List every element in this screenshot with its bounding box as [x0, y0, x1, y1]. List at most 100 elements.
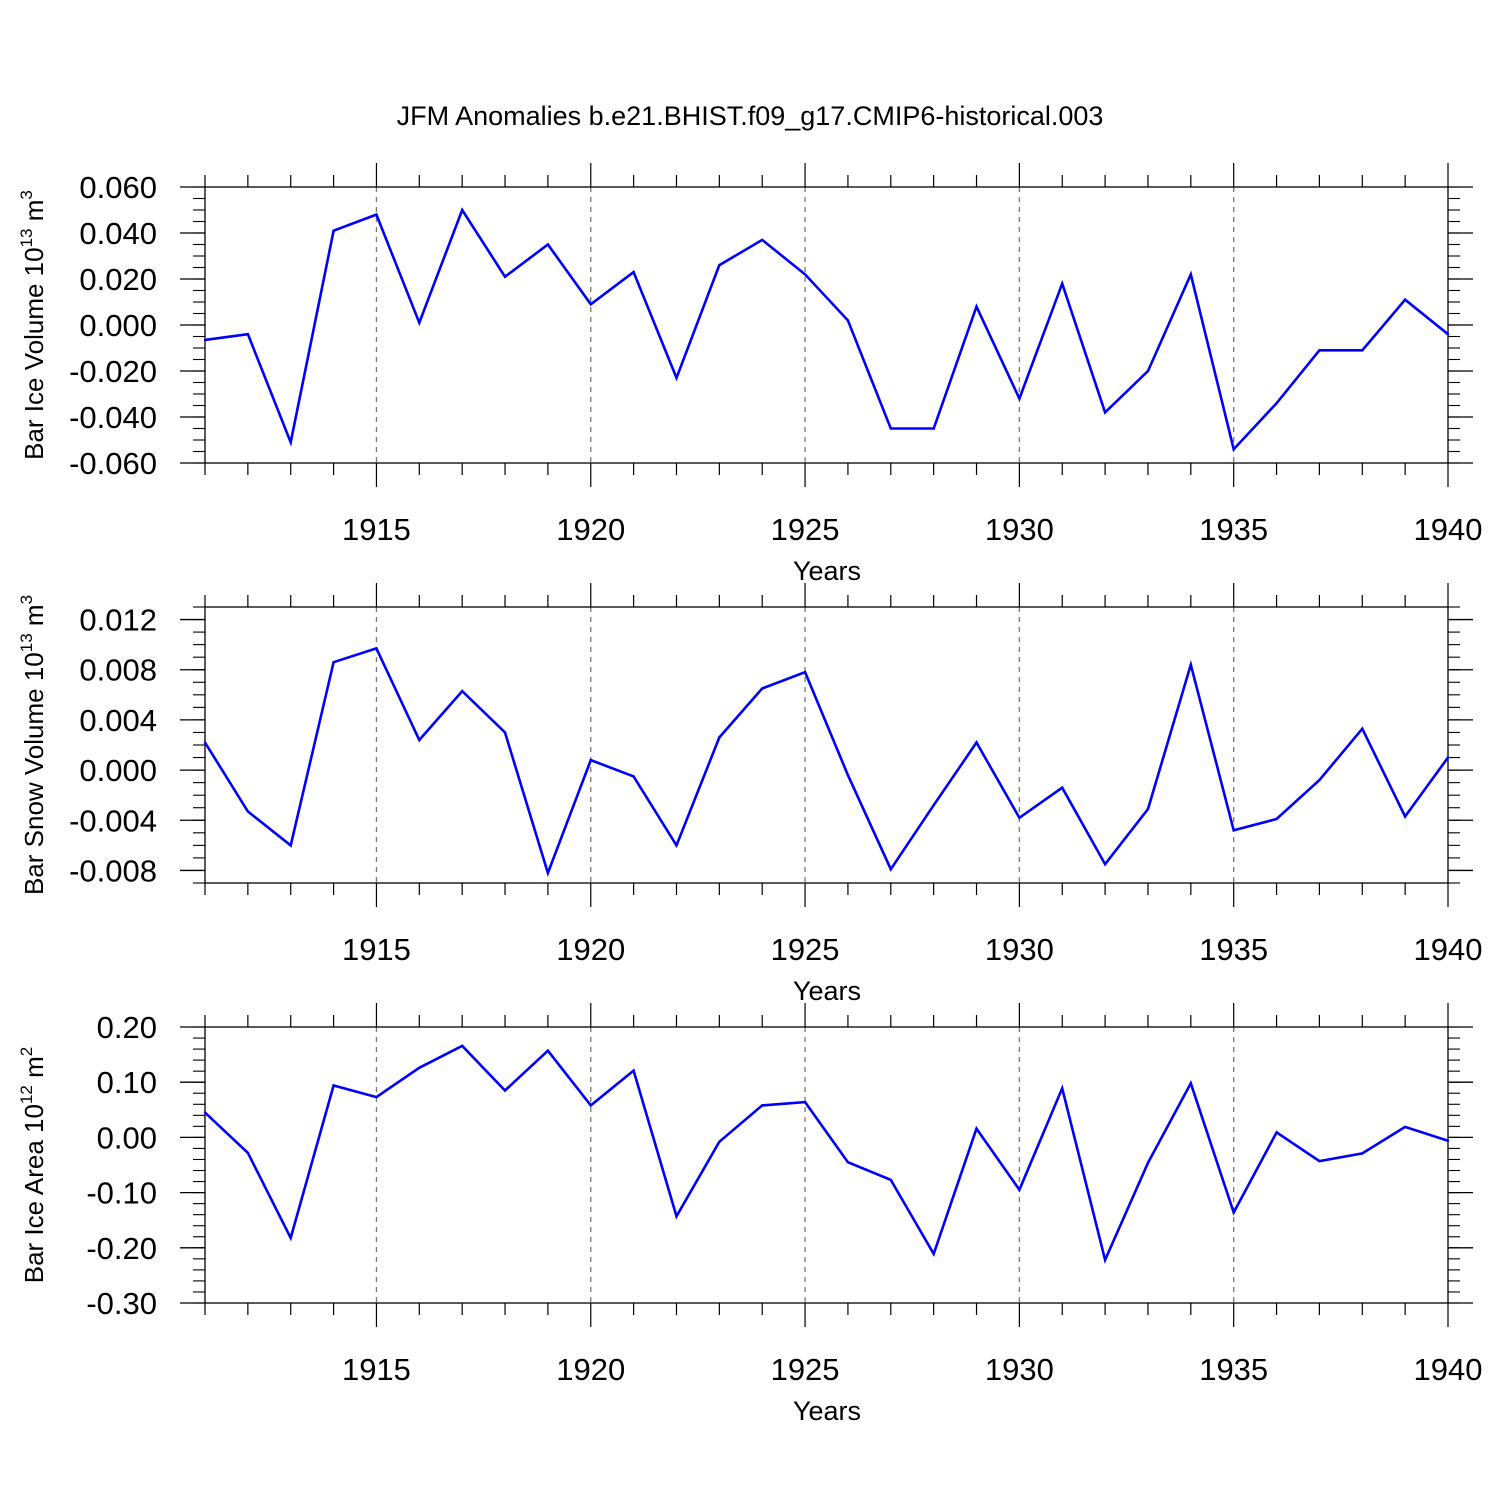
data-point	[1189, 663, 1193, 666]
data-point	[246, 1151, 250, 1155]
data-point	[375, 647, 378, 650]
data-point	[460, 689, 464, 693]
y-axis-label-exponent: 13	[17, 633, 36, 652]
x-tick-label: 1915	[342, 512, 411, 547]
y-tick-label: 0.000	[79, 308, 157, 343]
y-tick-label: 0.008	[79, 653, 157, 688]
x-axis-label: Years	[793, 976, 861, 1006]
data-point	[718, 736, 721, 739]
data-point	[1318, 778, 1321, 782]
y-axis-label-unit-exponent: 3	[17, 190, 36, 199]
data-point	[1403, 298, 1407, 301]
data-point	[932, 804, 935, 807]
data-point	[1189, 1082, 1193, 1085]
y-axis-label-text: Bar Snow Volume 10	[19, 652, 49, 895]
y-axis-label-unit: m	[19, 200, 49, 229]
data-point	[1018, 1188, 1021, 1192]
data-point	[418, 738, 421, 742]
data-point	[846, 773, 850, 777]
chart-panel-1: -0.060 -0.040 -0.020 0.000 0.020 0.040 0.060 19…	[17, 163, 1482, 586]
data-point	[1361, 349, 1364, 352]
series-line	[203, 646, 1450, 878]
data-point	[718, 264, 721, 267]
panels: -0.060 -0.040 -0.020 0.000 0.020 0.040 0.060 19…	[17, 163, 1482, 1426]
data-point	[889, 427, 892, 430]
data-point	[1146, 807, 1150, 811]
data-point	[1403, 815, 1407, 818]
y-axis-label-unit: m	[19, 604, 49, 633]
x-tick-label: 1925	[771, 512, 840, 547]
data-point	[1446, 333, 1450, 336]
y-axis-label-text: Bar Ice Area 10	[19, 1104, 49, 1283]
data-point	[761, 687, 764, 690]
data-point	[1146, 369, 1150, 373]
y-tick-label: 0.040	[79, 216, 157, 251]
y-tick-label: 0.060	[79, 170, 157, 205]
y-tick-label: 0.00	[97, 1120, 157, 1155]
plot-frame	[204, 1026, 1449, 1304]
y-axis-label: Bar Snow Volume 1013 m3	[17, 595, 49, 895]
x-tick-label: 1940	[1414, 932, 1483, 967]
y-tick-label: 0.004	[79, 703, 157, 738]
data-point	[246, 810, 250, 813]
data-point	[203, 1111, 207, 1114]
x-axis-label: Years	[793, 1396, 861, 1426]
data-point	[1061, 786, 1064, 789]
series-line	[204, 207, 1449, 452]
x-tick-label: 1935	[1199, 512, 1268, 547]
data-point	[1361, 1152, 1364, 1155]
x-tick-label: 1925	[771, 932, 840, 967]
data-point	[761, 1104, 764, 1107]
x-tick-label: 1925	[771, 1352, 840, 1387]
data-point	[1103, 411, 1107, 414]
data-point	[589, 758, 592, 762]
data-point	[546, 1049, 550, 1052]
data-point	[1446, 756, 1450, 759]
data-point	[589, 1104, 592, 1107]
data-point	[975, 305, 978, 308]
data-point	[975, 1127, 978, 1130]
data-point	[546, 871, 550, 875]
data-point	[246, 333, 250, 336]
data-point	[1103, 862, 1107, 866]
data-point	[1318, 349, 1321, 352]
data-point	[1232, 1211, 1235, 1214]
y-tick-label: 0.10	[97, 1065, 157, 1100]
y-tick-label: 0.012	[79, 603, 157, 638]
x-tick-label: 1935	[1199, 932, 1268, 967]
data-point	[418, 321, 421, 324]
data-point	[975, 741, 978, 744]
x-tick-label: 1930	[985, 1352, 1054, 1387]
data-point	[332, 1084, 335, 1087]
data-point	[589, 303, 592, 306]
data-point	[803, 1100, 807, 1104]
x-tick-label: 1940	[1414, 512, 1483, 547]
data-point	[332, 229, 335, 232]
chart-panel-3: -0.30 -0.20 -0.10 0.00 0.10 0.20 1915 1920 1925 1…	[17, 1003, 1482, 1426]
y-axis-label-exponent: 13	[17, 228, 36, 247]
x-tick-label: 1940	[1414, 1352, 1483, 1387]
y-axis-label: Bar Ice Volume 1013 m3	[17, 190, 49, 460]
data-point	[1403, 1125, 1407, 1129]
data-point	[1275, 817, 1278, 821]
y-axis-label-exponent: 12	[17, 1085, 36, 1104]
data-point	[675, 376, 678, 380]
x-tick-label: 1920	[556, 932, 625, 967]
data-point	[1103, 1258, 1107, 1262]
x-tick-label: 1920	[556, 512, 625, 547]
data-point	[1189, 273, 1193, 276]
data-point	[803, 671, 807, 674]
data-point	[846, 319, 850, 322]
data-point	[203, 741, 207, 744]
data-point	[289, 844, 292, 847]
data-point	[418, 1066, 421, 1070]
y-tick-label: -0.10	[86, 1176, 157, 1211]
data-point	[289, 441, 292, 444]
data-point	[1446, 1139, 1450, 1142]
x-tick-label: 1920	[556, 1352, 625, 1387]
data-point	[1232, 829, 1235, 832]
data-point	[1146, 1161, 1150, 1164]
y-tick-label: 0.020	[79, 262, 157, 297]
y-tick-label: -0.040	[69, 400, 157, 435]
